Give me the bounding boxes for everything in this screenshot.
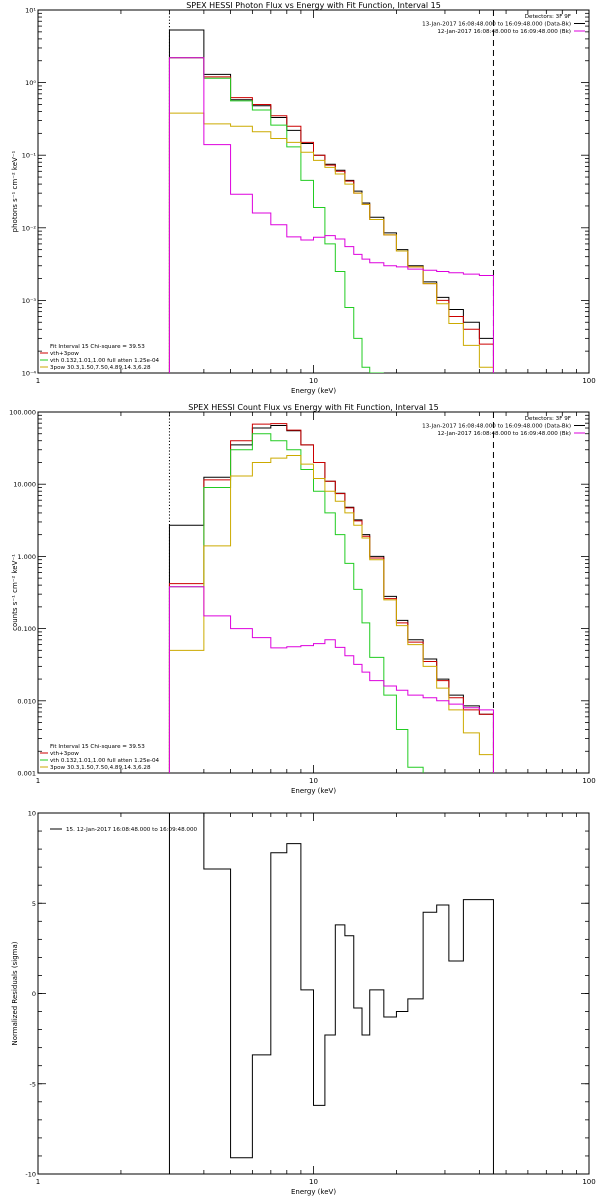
y-tick-label: 10¹ — [25, 7, 36, 15]
series-line-1 — [168, 423, 494, 773]
x-tick-label: 100 — [582, 377, 595, 385]
series-line-0 — [168, 29, 494, 373]
y-tick-label: 0.010 — [17, 697, 36, 705]
x-axis-label: Energy (keV) — [291, 787, 336, 795]
x-tick-label: 1 — [36, 777, 40, 785]
residuals-panel: 1 10 100 -10 -5 0 5 10 Energy (keV) Normalized Re… — [11, 810, 596, 1197]
series-line-4 — [168, 586, 494, 773]
fit-annotation: Fit Interval 15 Chi-square = 39.53 — [50, 344, 145, 350]
fit-annotation: 3pow 30.3,1.50,7.50,4.89,14.3,6.28 — [50, 765, 151, 771]
series-group — [168, 813, 494, 1174]
series-group — [168, 423, 494, 773]
series-line-3 — [168, 454, 494, 773]
y-tick-label: 10⁻⁴ — [22, 370, 37, 378]
series-line-0 — [168, 425, 494, 773]
y-tick-label: 10⁻² — [22, 224, 37, 232]
y-tick-label: -10 — [25, 1171, 36, 1179]
fit-annotation: vth+3pow — [50, 751, 79, 757]
y-axis-label: Normalized Residuals (sigma) — [11, 941, 19, 1045]
legend-entry: Detectors: 3F 9F — [525, 416, 571, 422]
x-tick-label: 10 — [309, 777, 318, 785]
x-tick-label: 100 — [582, 777, 595, 785]
series-line-2 — [168, 57, 384, 373]
fit-annotation: vth 0.132,1.01,1.00 full atten 1.25e-04 — [50, 358, 160, 364]
y-axis-label: counts s⁻¹ cm⁻² keV⁻¹ — [11, 554, 19, 631]
fit-annotation: 3pow 30.3,1.50,7.50,4.89,14.3,6.28 — [50, 365, 151, 371]
series-line-4 — [168, 57, 494, 373]
legend-entry: 13-Jan-2017 16:08:48.000 to 16:09:48.000… — [422, 22, 571, 28]
series-line-1 — [168, 57, 494, 373]
series-line-2 — [168, 433, 424, 773]
chart-title: SPEX HESSI Photon Flux vs Energy with Fi… — [186, 1, 441, 10]
y-tick-label: 0.001 — [17, 770, 36, 778]
x-tick-label: 10 — [309, 377, 318, 385]
y-tick-label: 0 — [32, 990, 36, 998]
count-flux-panel: SPEX HESSI Count Flux vs Energy with Fit… — [9, 403, 596, 795]
series-line-3 — [168, 112, 494, 373]
y-tick-label: 10⁻¹ — [22, 152, 37, 160]
y-tick-label: 100.000 — [9, 409, 36, 417]
fit-annotation: vth+3pow — [50, 351, 79, 357]
legend-entry: 13-Jan-2017 16:08:48.000 to 16:09:48.000… — [422, 424, 571, 430]
fit-annotation: Fit Interval 15 Chi-square = 39.53 — [50, 744, 145, 750]
x-tick-label: 1 — [36, 1178, 40, 1186]
x-tick-label: 1 — [36, 377, 40, 385]
x-axis-label: Energy (keV) — [291, 1188, 336, 1196]
y-tick-label: 10.000 — [13, 481, 36, 489]
legend-entry: 15. 12-Jan-2017 16:08:48.000 to 16:09:48… — [66, 827, 198, 833]
series-group — [168, 29, 494, 373]
photon-flux-panel: SPEX HESSI Photon Flux vs Energy with Fi… — [11, 1, 596, 395]
x-tick-label: 100 — [582, 1178, 595, 1186]
series-line-0 — [168, 813, 494, 1174]
y-tick-label: 10⁻³ — [22, 297, 37, 305]
legend-entry: 12-Jan-2017 16:08:48.000 to 16:09:48.000… — [437, 29, 571, 35]
y-tick-label: 10 — [28, 810, 36, 818]
legend-entry: 12-Jan-2017 16:08:48.000 to 16:09:48.000… — [437, 431, 571, 437]
y-axis-label: photons s⁻¹ cm⁻² keV⁻¹ — [11, 150, 19, 232]
x-tick-label: 10 — [309, 1178, 318, 1186]
y-tick-label: -5 — [30, 1080, 36, 1088]
legend-entry: Detectors: 3F 9F — [525, 14, 571, 20]
y-tick-label: 10⁰ — [25, 79, 36, 87]
x-axis-label: Energy (keV) — [291, 387, 336, 395]
y-tick-label: 1.000 — [17, 553, 36, 561]
chart-title: SPEX HESSI Count Flux vs Energy with Fit… — [188, 403, 439, 412]
fit-annotation: vth 0.132,1.01,1.00 full atten 1.25e-04 — [50, 758, 160, 764]
y-tick-label: 5 — [32, 900, 36, 908]
y-tick-label: 0.100 — [17, 625, 36, 633]
